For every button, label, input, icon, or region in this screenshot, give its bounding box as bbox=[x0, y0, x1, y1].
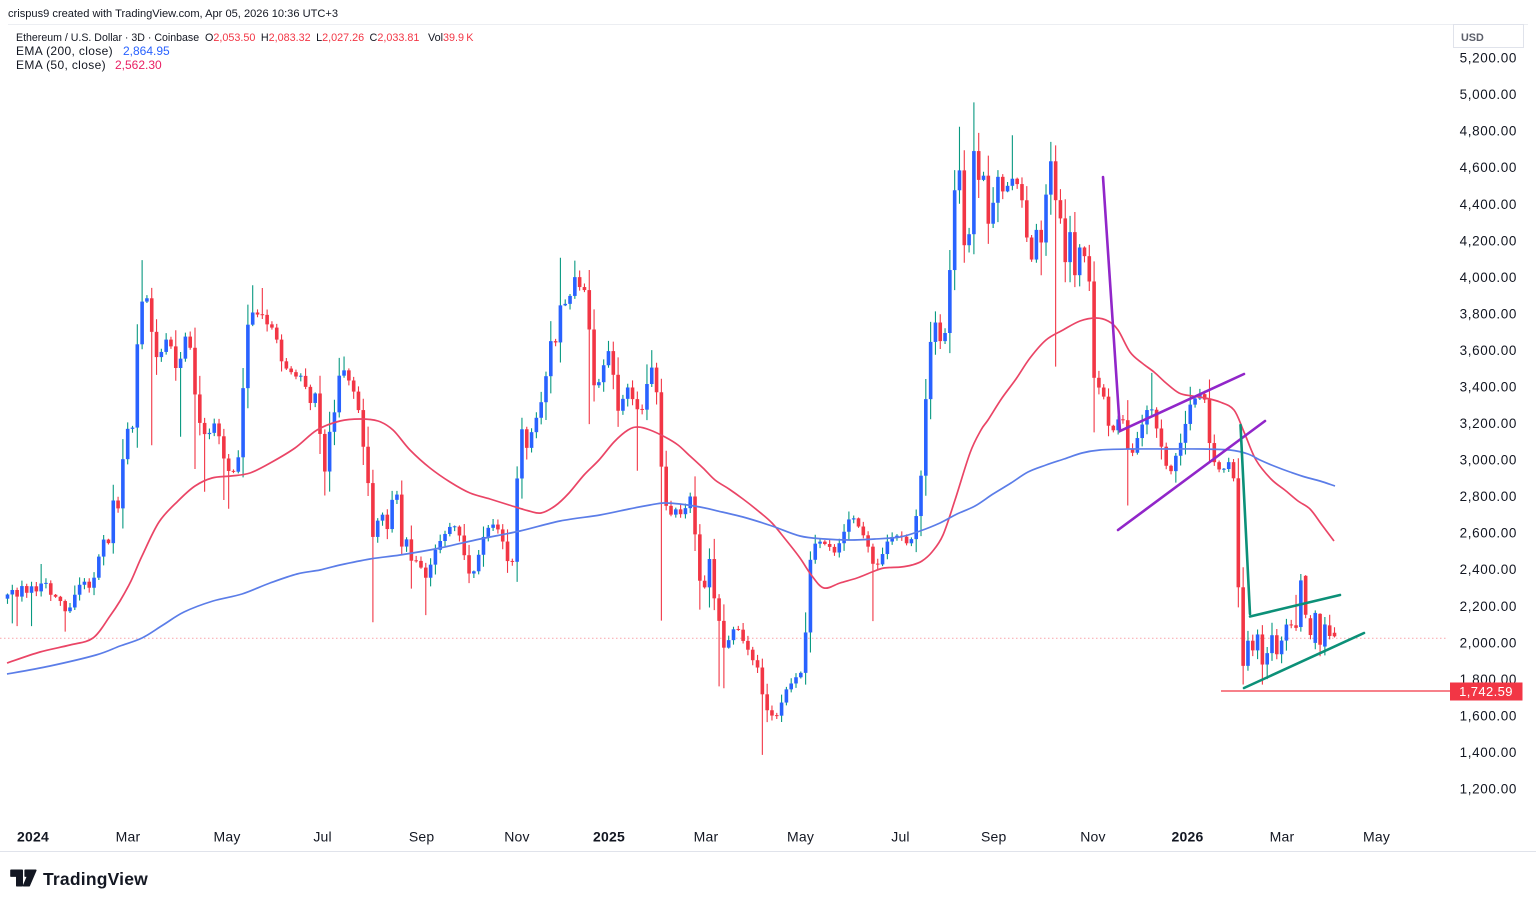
svg-text:Jul: Jul bbox=[891, 829, 910, 845]
svg-text:May: May bbox=[213, 829, 240, 845]
svg-text:5,200.00: 5,200.00 bbox=[1460, 51, 1517, 66]
svg-text:Sep: Sep bbox=[981, 829, 1007, 845]
svg-text:2025: 2025 bbox=[593, 829, 625, 845]
svg-text:1,742.59: 1,742.59 bbox=[1459, 684, 1513, 699]
svg-text:2024: 2024 bbox=[17, 829, 49, 845]
svg-text:Sep: Sep bbox=[409, 829, 435, 845]
svg-text:1,600.00: 1,600.00 bbox=[1460, 708, 1517, 723]
svg-text:Ethereum / U.S. Dollar · 3D ·: Ethereum / U.S. Dollar · 3D · Coinbase bbox=[16, 32, 199, 44]
svg-text:USD: USD bbox=[1461, 32, 1484, 44]
svg-text:1,400.00: 1,400.00 bbox=[1460, 745, 1517, 760]
svg-text:3,800.00: 3,800.00 bbox=[1460, 306, 1517, 321]
svg-text:4,400.00: 4,400.00 bbox=[1460, 197, 1517, 212]
svg-text:5,000.00: 5,000.00 bbox=[1460, 87, 1517, 102]
svg-text:Vol39.9 K: Vol39.9 K bbox=[428, 32, 474, 44]
svg-text:1,200.00: 1,200.00 bbox=[1460, 782, 1517, 797]
svg-text:Mar: Mar bbox=[694, 829, 719, 845]
svg-text:4,600.00: 4,600.00 bbox=[1460, 160, 1517, 175]
svg-text:Jul: Jul bbox=[313, 829, 332, 845]
svg-text:Mar: Mar bbox=[116, 829, 141, 845]
svg-text:2,864.95: 2,864.95 bbox=[123, 44, 170, 58]
svg-text:Nov: Nov bbox=[1080, 829, 1106, 845]
svg-text:4,000.00: 4,000.00 bbox=[1460, 270, 1517, 285]
svg-text:2,600.00: 2,600.00 bbox=[1460, 526, 1517, 541]
svg-text:2,800.00: 2,800.00 bbox=[1460, 489, 1517, 504]
svg-text:2,200.00: 2,200.00 bbox=[1460, 599, 1517, 614]
svg-text:4,200.00: 4,200.00 bbox=[1460, 233, 1517, 248]
svg-text:May: May bbox=[1363, 829, 1390, 845]
svg-text:2,562.30: 2,562.30 bbox=[115, 58, 162, 72]
svg-text:3,200.00: 3,200.00 bbox=[1460, 416, 1517, 431]
svg-text:4,800.00: 4,800.00 bbox=[1460, 124, 1517, 139]
svg-text:3,400.00: 3,400.00 bbox=[1460, 380, 1517, 395]
svg-text:3,600.00: 3,600.00 bbox=[1460, 343, 1517, 358]
svg-text:EMA (50, close): EMA (50, close) bbox=[16, 58, 106, 72]
svg-text:3,000.00: 3,000.00 bbox=[1460, 453, 1517, 468]
svg-text:TradingView: TradingView bbox=[43, 869, 148, 889]
svg-text:Mar: Mar bbox=[1270, 829, 1295, 845]
svg-text:2,400.00: 2,400.00 bbox=[1460, 562, 1517, 577]
svg-text:2026: 2026 bbox=[1172, 829, 1204, 845]
svg-text:May: May bbox=[787, 829, 814, 845]
svg-text:Nov: Nov bbox=[504, 829, 530, 845]
svg-text:O2,053.50 H2,083.32 L2,027.26: O2,053.50 H2,083.32 L2,027.26 C2,033.81 bbox=[205, 32, 419, 44]
svg-text:EMA (200, close): EMA (200, close) bbox=[16, 44, 113, 58]
svg-text:2,000.00: 2,000.00 bbox=[1460, 635, 1517, 650]
svg-text:crispus9 created with TradingV: crispus9 created with TradingView.com, A… bbox=[8, 8, 338, 20]
